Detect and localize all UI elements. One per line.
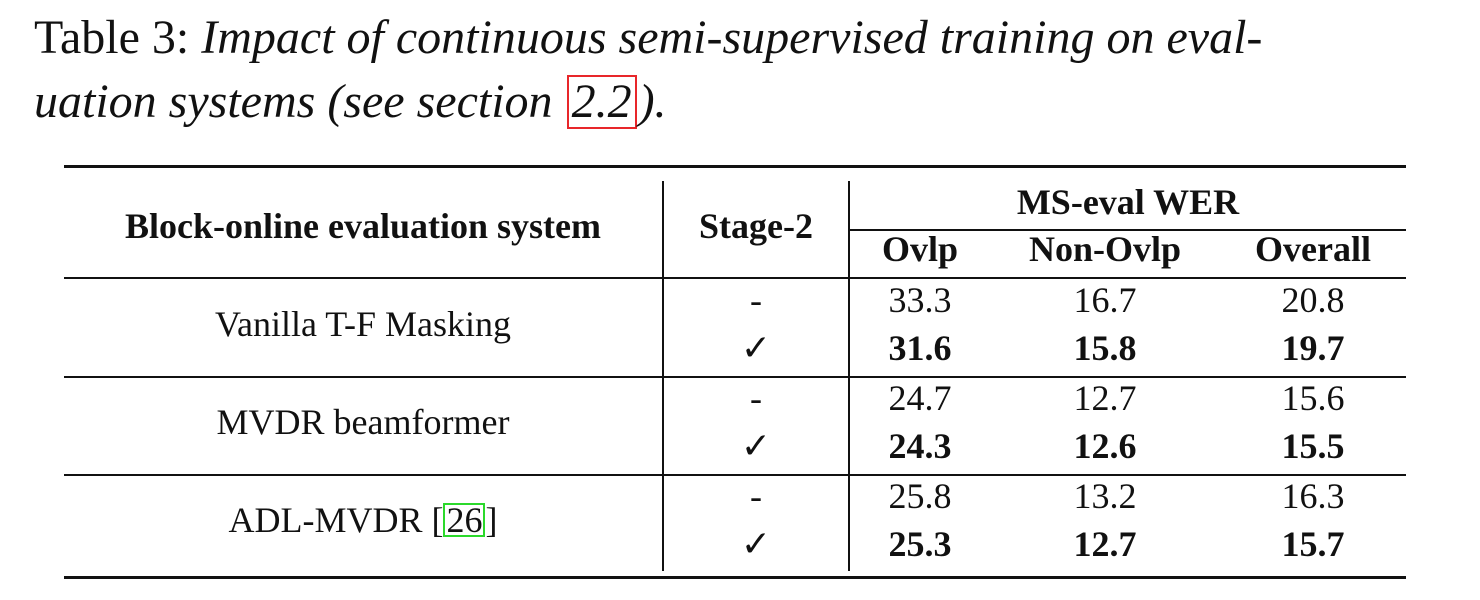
overall-cell: 19.7 <box>1281 328 1345 368</box>
stage2-cell: - <box>750 378 762 418</box>
ovlp-cell: 33.3 <box>888 280 952 320</box>
nonovlp-cell: 13.2 <box>1073 476 1137 516</box>
caption-text-3: ). <box>638 75 667 128</box>
ovlp-cell: 25.8 <box>888 476 952 516</box>
citation-link[interactable]: 26 <box>443 502 486 538</box>
overall-cell: 15.5 <box>1281 426 1345 466</box>
ovlp-cell: 24.3 <box>888 426 952 466</box>
subheader-rule <box>850 229 1406 231</box>
bottom-rule <box>64 576 1406 579</box>
ovlp-cell: 24.7 <box>888 378 952 418</box>
stage2-check-icon: ✓ <box>740 426 772 466</box>
ovlp-cell: 25.3 <box>888 524 952 564</box>
header-overall: Overall <box>1255 229 1371 269</box>
header-ovlp: Ovlp <box>881 229 959 269</box>
nonovlp-cell: 16.7 <box>1073 280 1137 320</box>
top-rule <box>64 165 1406 168</box>
overall-cell: 16.3 <box>1281 476 1345 516</box>
header-ms-eval-wer: MS-eval WER <box>1016 182 1240 222</box>
header-nonovlp: Non-Ovlp <box>1028 229 1182 269</box>
nonovlp-cell: 12.6 <box>1073 426 1137 466</box>
stage2-check-icon: ✓ <box>740 524 772 564</box>
group-rule-1 <box>64 376 1406 378</box>
stage2-check-icon: ✓ <box>740 328 772 368</box>
nonovlp-cell: 12.7 <box>1073 378 1137 418</box>
caption-line-2: uation systems (see section 2.2). <box>34 70 1454 134</box>
system-name: Vanilla T-F Masking <box>214 304 511 344</box>
table-caption: Table 3: Impact of continuous semi-super… <box>34 6 1454 134</box>
stage2-cell: - <box>750 476 762 516</box>
header-system: Block-online evaluation system <box>124 206 601 246</box>
nonovlp-cell: 12.7 <box>1073 524 1137 564</box>
caption-label: Table 3: <box>34 11 190 64</box>
caption-line-1: Table 3: Impact of continuous semi-super… <box>34 6 1454 70</box>
caption-text-2: uation systems (see section <box>34 75 565 128</box>
group-rule-2 <box>64 474 1406 476</box>
stage2-cell: - <box>750 280 762 320</box>
header-rule <box>64 277 1406 279</box>
nonovlp-cell: 15.8 <box>1073 328 1137 368</box>
caption-text-1: Impact of continuous semi-supervised tra… <box>201 11 1263 64</box>
column-divider-2 <box>848 181 850 571</box>
system-name: MVDR beamformer <box>216 402 510 442</box>
header-stage2: Stage-2 <box>699 206 813 246</box>
system-name-close: ] <box>485 500 498 540</box>
section-ref-link[interactable]: 2.2 <box>566 75 637 129</box>
system-name: ADL-MVDR [26] <box>64 498 662 542</box>
system-name-text: ADL-MVDR [ <box>228 500 444 540</box>
column-divider-1 <box>662 181 664 571</box>
overall-cell: 15.6 <box>1281 378 1345 418</box>
overall-cell: 20.8 <box>1281 280 1345 320</box>
ovlp-cell: 31.6 <box>888 328 952 368</box>
overall-cell: 15.7 <box>1281 524 1345 564</box>
